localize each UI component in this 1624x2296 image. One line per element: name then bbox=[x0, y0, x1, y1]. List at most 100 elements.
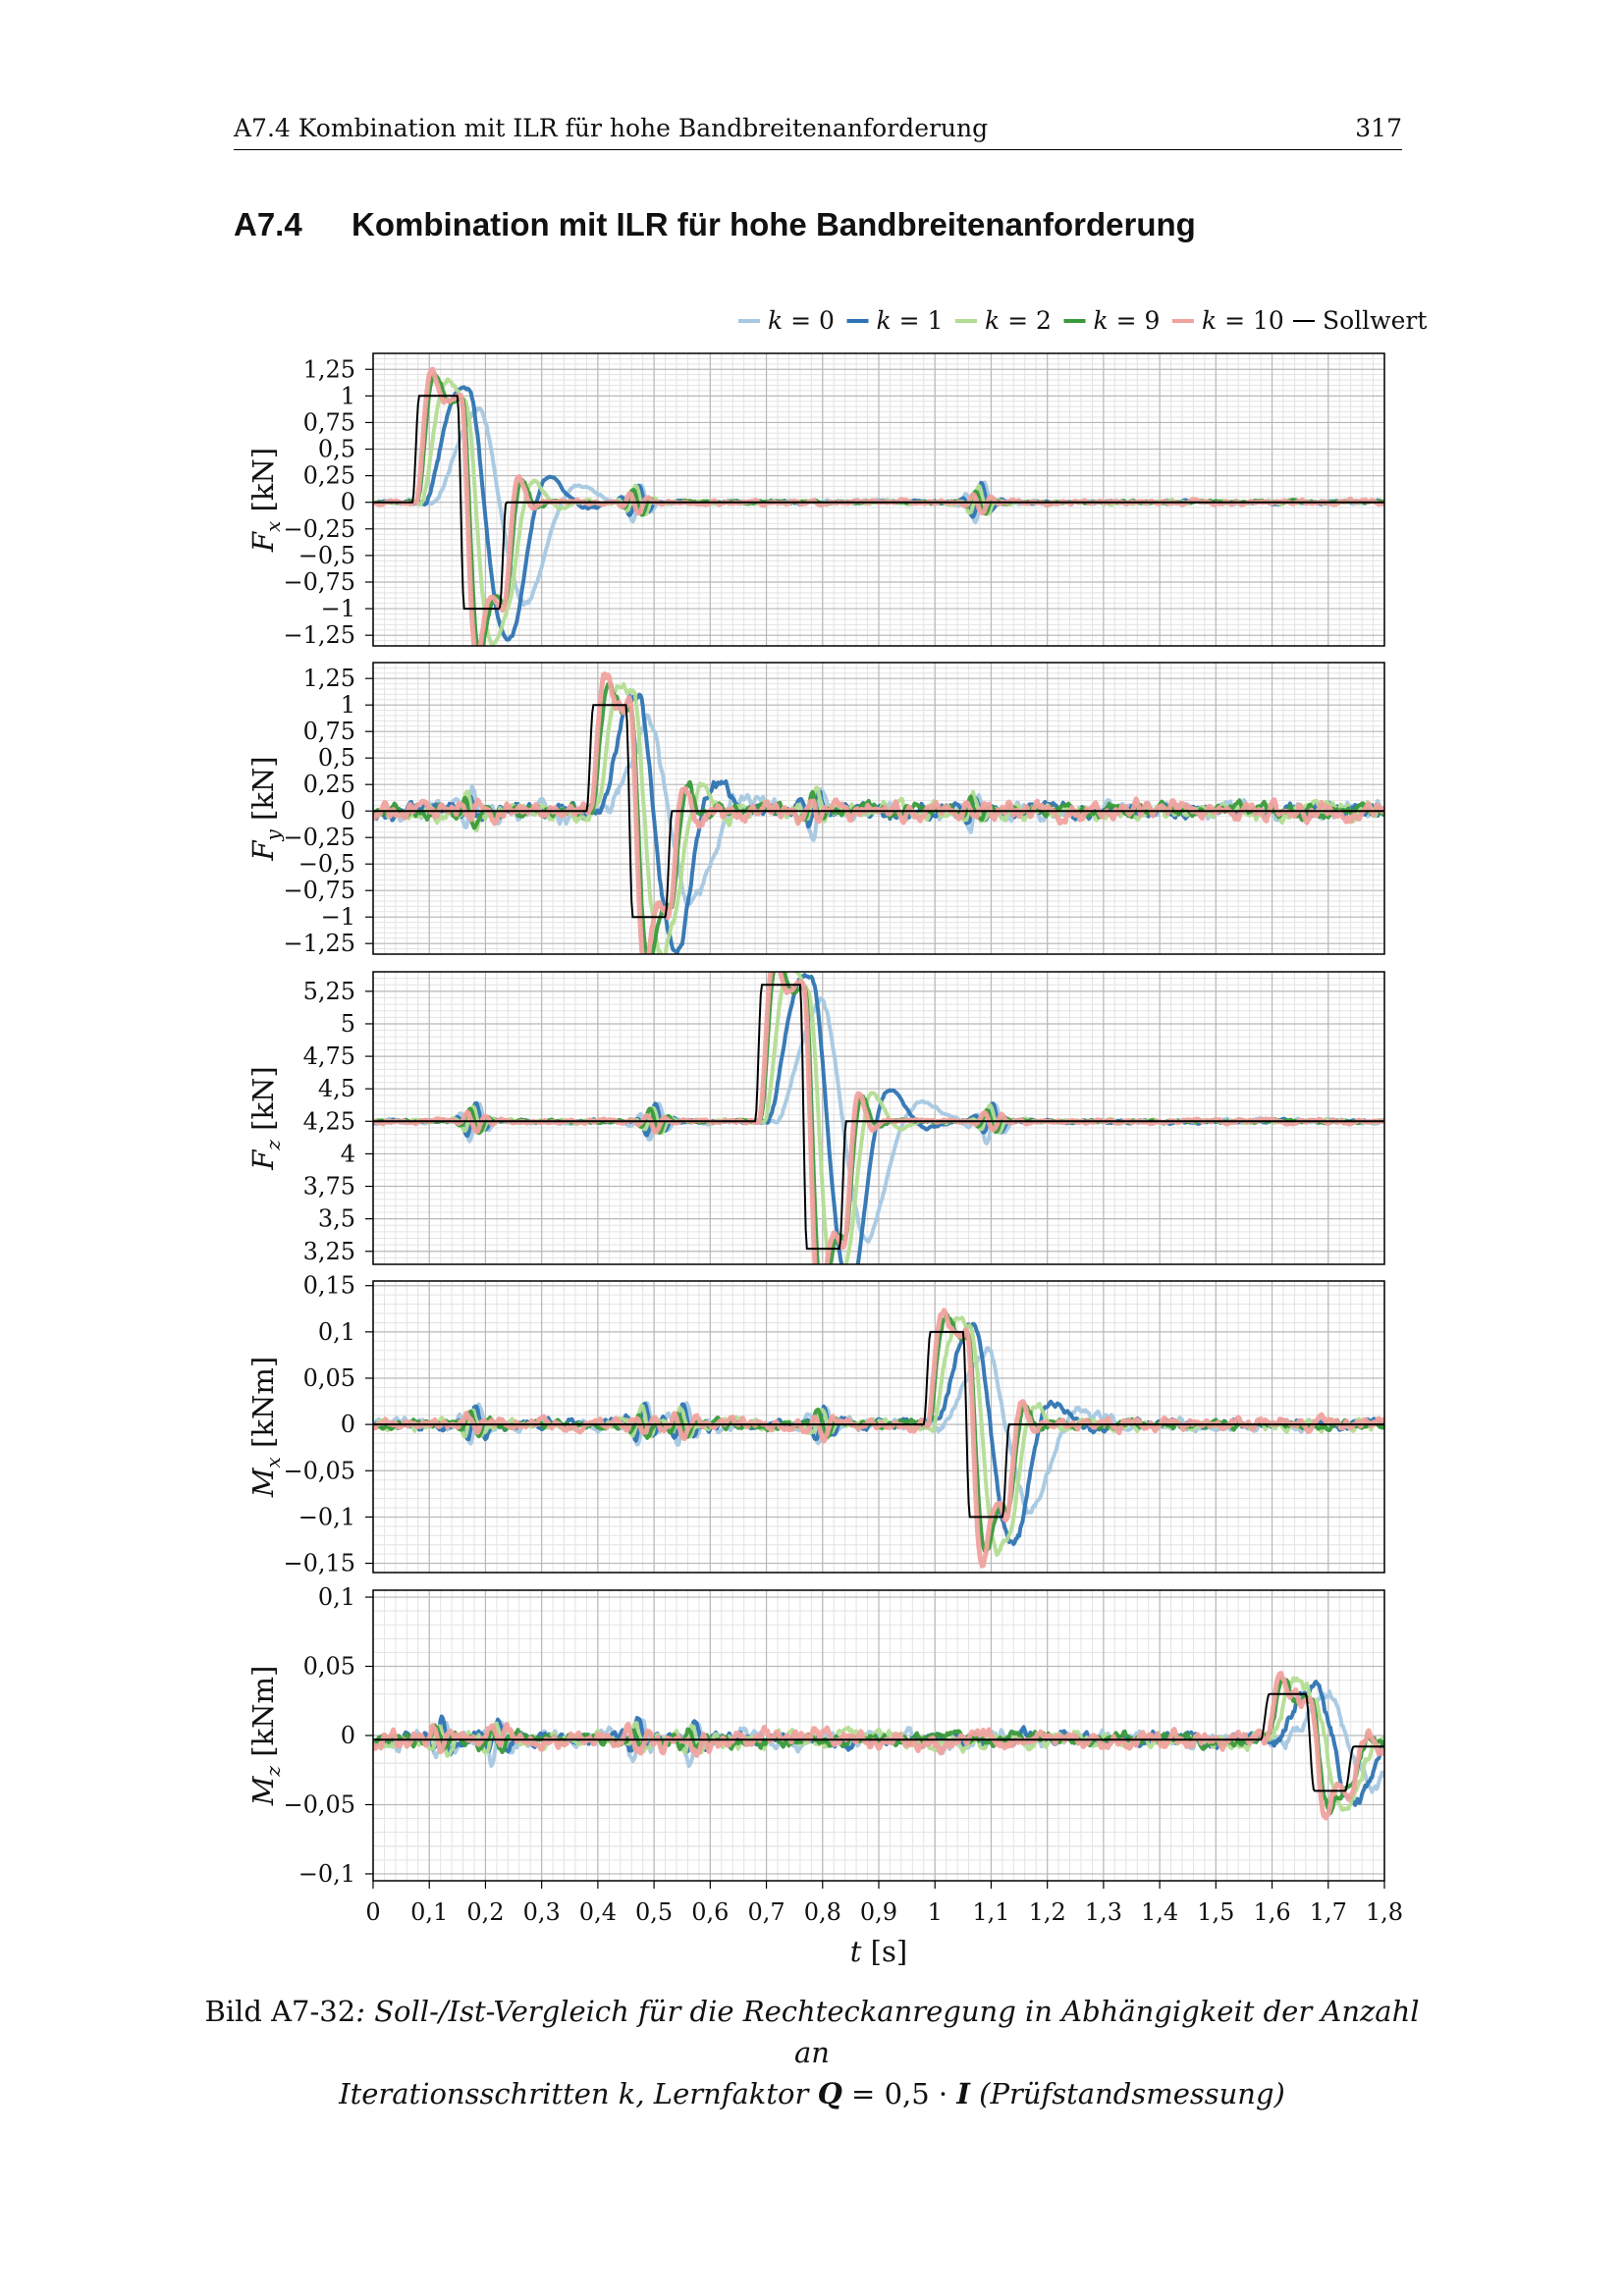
y-tick-label: 3,75 bbox=[303, 1173, 355, 1201]
y-tick-label: 4,25 bbox=[303, 1107, 355, 1135]
y-tick-label: −0,25 bbox=[283, 824, 355, 851]
y-tick-label: 0 bbox=[341, 1722, 355, 1749]
y-axis-label-Fz: Fz [kN] bbox=[246, 1066, 285, 1170]
plot-area-Fy bbox=[373, 671, 1384, 954]
y-tick-label: 0,75 bbox=[303, 718, 355, 745]
x-tick-label: 1,7 bbox=[1310, 1898, 1347, 1926]
y-axis-label-Mx: Mx [kNm] bbox=[246, 1357, 285, 1498]
y-tick-label: 0 bbox=[341, 489, 355, 516]
legend-label-k1: k = 1 bbox=[877, 306, 944, 335]
y-axis-label-Fx: Fx [kN] bbox=[246, 448, 285, 553]
series-k10-Mz bbox=[373, 1671, 1384, 1821]
series-sollwert-Fz bbox=[373, 984, 1384, 1251]
y-tick-label: −0,75 bbox=[283, 568, 355, 596]
x-tick-label: 1,3 bbox=[1085, 1898, 1122, 1926]
header-title: A7.4 Kombination mit ILR für hohe Bandbr… bbox=[234, 114, 989, 142]
series-sollwert-Mx bbox=[373, 1330, 1384, 1519]
plot-area-Fx bbox=[373, 366, 1384, 646]
x-tick-label: 0,8 bbox=[804, 1898, 841, 1926]
panel-frame bbox=[372, 1280, 1385, 1574]
y-tick-label: 0,05 bbox=[303, 1653, 355, 1681]
y-tick-label: −0,5 bbox=[298, 850, 355, 878]
y-tick-label: 0 bbox=[341, 797, 355, 825]
y-tick-label: 5,25 bbox=[303, 978, 355, 1005]
caption-q: Q bbox=[817, 2077, 842, 2110]
plot-area-Fz bbox=[373, 972, 1384, 1264]
y-tick-label: 0,25 bbox=[303, 462, 355, 490]
legend: k = 0 k = 1 k = 2 k = 9 k = 10 Sollwert bbox=[738, 306, 1427, 335]
y-tick-label: −0,75 bbox=[283, 877, 355, 904]
panel-Mz: −0,1 −0,05 0 0,05 0,1 Mz [kNm] bbox=[246, 1583, 1385, 1888]
caption-text-1: : Soll-/Ist-Vergleich für die Rechteckan… bbox=[355, 1995, 1420, 2069]
x-tick-label: 0,9 bbox=[860, 1898, 897, 1926]
section-heading: A7.4 Kombination mit ILR für hohe Bandbre… bbox=[234, 206, 1196, 243]
y-tick-label: −0,1 bbox=[298, 1503, 355, 1530]
legend-label-k0: k = 0 bbox=[768, 306, 835, 335]
x-tick-label: 1,2 bbox=[1029, 1898, 1066, 1926]
y-tick-label: 0,75 bbox=[303, 408, 355, 436]
y-tick-label: 0,1 bbox=[318, 1318, 355, 1346]
x-tick-label: 1,4 bbox=[1141, 1898, 1178, 1926]
x-tick-label: 1,8 bbox=[1366, 1898, 1403, 1926]
y-tick-label: 3,5 bbox=[318, 1205, 355, 1233]
y-tick-label: 0 bbox=[341, 1411, 355, 1438]
caption-eq: = 0,5 · bbox=[841, 2077, 957, 2110]
y-tick-label: 0,15 bbox=[303, 1272, 355, 1300]
y-tick-label: −0,5 bbox=[298, 542, 355, 569]
x-tick-label: 0,6 bbox=[691, 1898, 729, 1926]
series-sollwert-Fx bbox=[373, 395, 1384, 611]
x-tick-label: 0,2 bbox=[466, 1898, 504, 1926]
x-tick-label: 0,5 bbox=[635, 1898, 673, 1926]
y-tick-label: 1,25 bbox=[303, 355, 355, 383]
legend-label-k2: k = 2 bbox=[985, 306, 1052, 335]
y-tick-label: −0,05 bbox=[283, 1790, 355, 1818]
x-tick-label: 1 bbox=[928, 1898, 943, 1926]
series-sollwert-Fy bbox=[373, 704, 1384, 919]
caption-tail: (Prüfstandsmessung) bbox=[969, 2077, 1285, 2110]
x-tick-label: 0,7 bbox=[747, 1898, 785, 1926]
y-axis-label-Mz: Mz [kNm] bbox=[246, 1666, 285, 1807]
x-axis-label: t [s] bbox=[850, 1935, 907, 1968]
y-tick-label: −1,25 bbox=[283, 621, 355, 649]
y-tick-label: 4 bbox=[341, 1140, 355, 1167]
x-axis: 0 0,1 0,2 0,3 0,4 0,5 0,6 0,7 0,8 0,9 1 1,1 1,2 1,3 1,… bbox=[365, 1881, 1403, 1968]
y-tick-label: 4,5 bbox=[318, 1075, 355, 1102]
x-tick-label: 0 bbox=[365, 1898, 380, 1926]
y-tick-label: 0,5 bbox=[318, 744, 355, 772]
legend-label-k10: k = 10 bbox=[1202, 306, 1284, 335]
series-k9-Mz bbox=[373, 1677, 1384, 1816]
legend-label-sollwert: Sollwert bbox=[1323, 306, 1427, 335]
series-sollwert-Mz bbox=[373, 1692, 1384, 1792]
legend-label-k9: k = 9 bbox=[1094, 306, 1161, 335]
y-tick-label: 0,05 bbox=[303, 1364, 355, 1392]
panel-frame bbox=[372, 662, 1385, 955]
series-k10-Fz bbox=[373, 972, 1384, 1264]
y-tick-label: −1,25 bbox=[283, 930, 355, 957]
y-tick-label: 0,1 bbox=[318, 1583, 355, 1611]
x-tick-label: 0,4 bbox=[579, 1898, 617, 1926]
panel-frame bbox=[372, 971, 1385, 1265]
panel-frame bbox=[372, 352, 1385, 647]
y-tick-label: 5 bbox=[341, 1010, 355, 1038]
x-tick-label: 1,6 bbox=[1253, 1898, 1290, 1926]
y-axis-label-Fy: Fy [kN] bbox=[246, 756, 285, 861]
section-title: Kombination mit ILR für hohe Bandbreiten… bbox=[352, 206, 1196, 242]
y-tick-label: 1,25 bbox=[303, 665, 355, 692]
caption-i: I bbox=[956, 2077, 970, 2110]
y-tick-label: −0,1 bbox=[298, 1860, 355, 1888]
x-tick-label: 0,3 bbox=[523, 1898, 561, 1926]
plot-area-Mx bbox=[373, 1308, 1384, 1569]
y-tick-label: −1 bbox=[321, 595, 355, 622]
plot-area-Mz bbox=[373, 1671, 1384, 1821]
caption-text-2: Iterationsschritten k, Lernfaktor bbox=[339, 2077, 818, 2110]
x-tick-label: 1,5 bbox=[1197, 1898, 1234, 1926]
y-tick-label: −0,05 bbox=[283, 1457, 355, 1484]
x-tick-label: 1,1 bbox=[972, 1898, 1009, 1926]
y-tick-label: 1 bbox=[341, 382, 355, 409]
y-tick-label: −1 bbox=[321, 903, 355, 931]
panel-Fz: 3,25 3,5 3,75 4 4,25 4,5 4,75 5 5,25 Fz [kN] bbox=[246, 971, 1385, 1265]
y-tick-label: 1 bbox=[341, 691, 355, 719]
